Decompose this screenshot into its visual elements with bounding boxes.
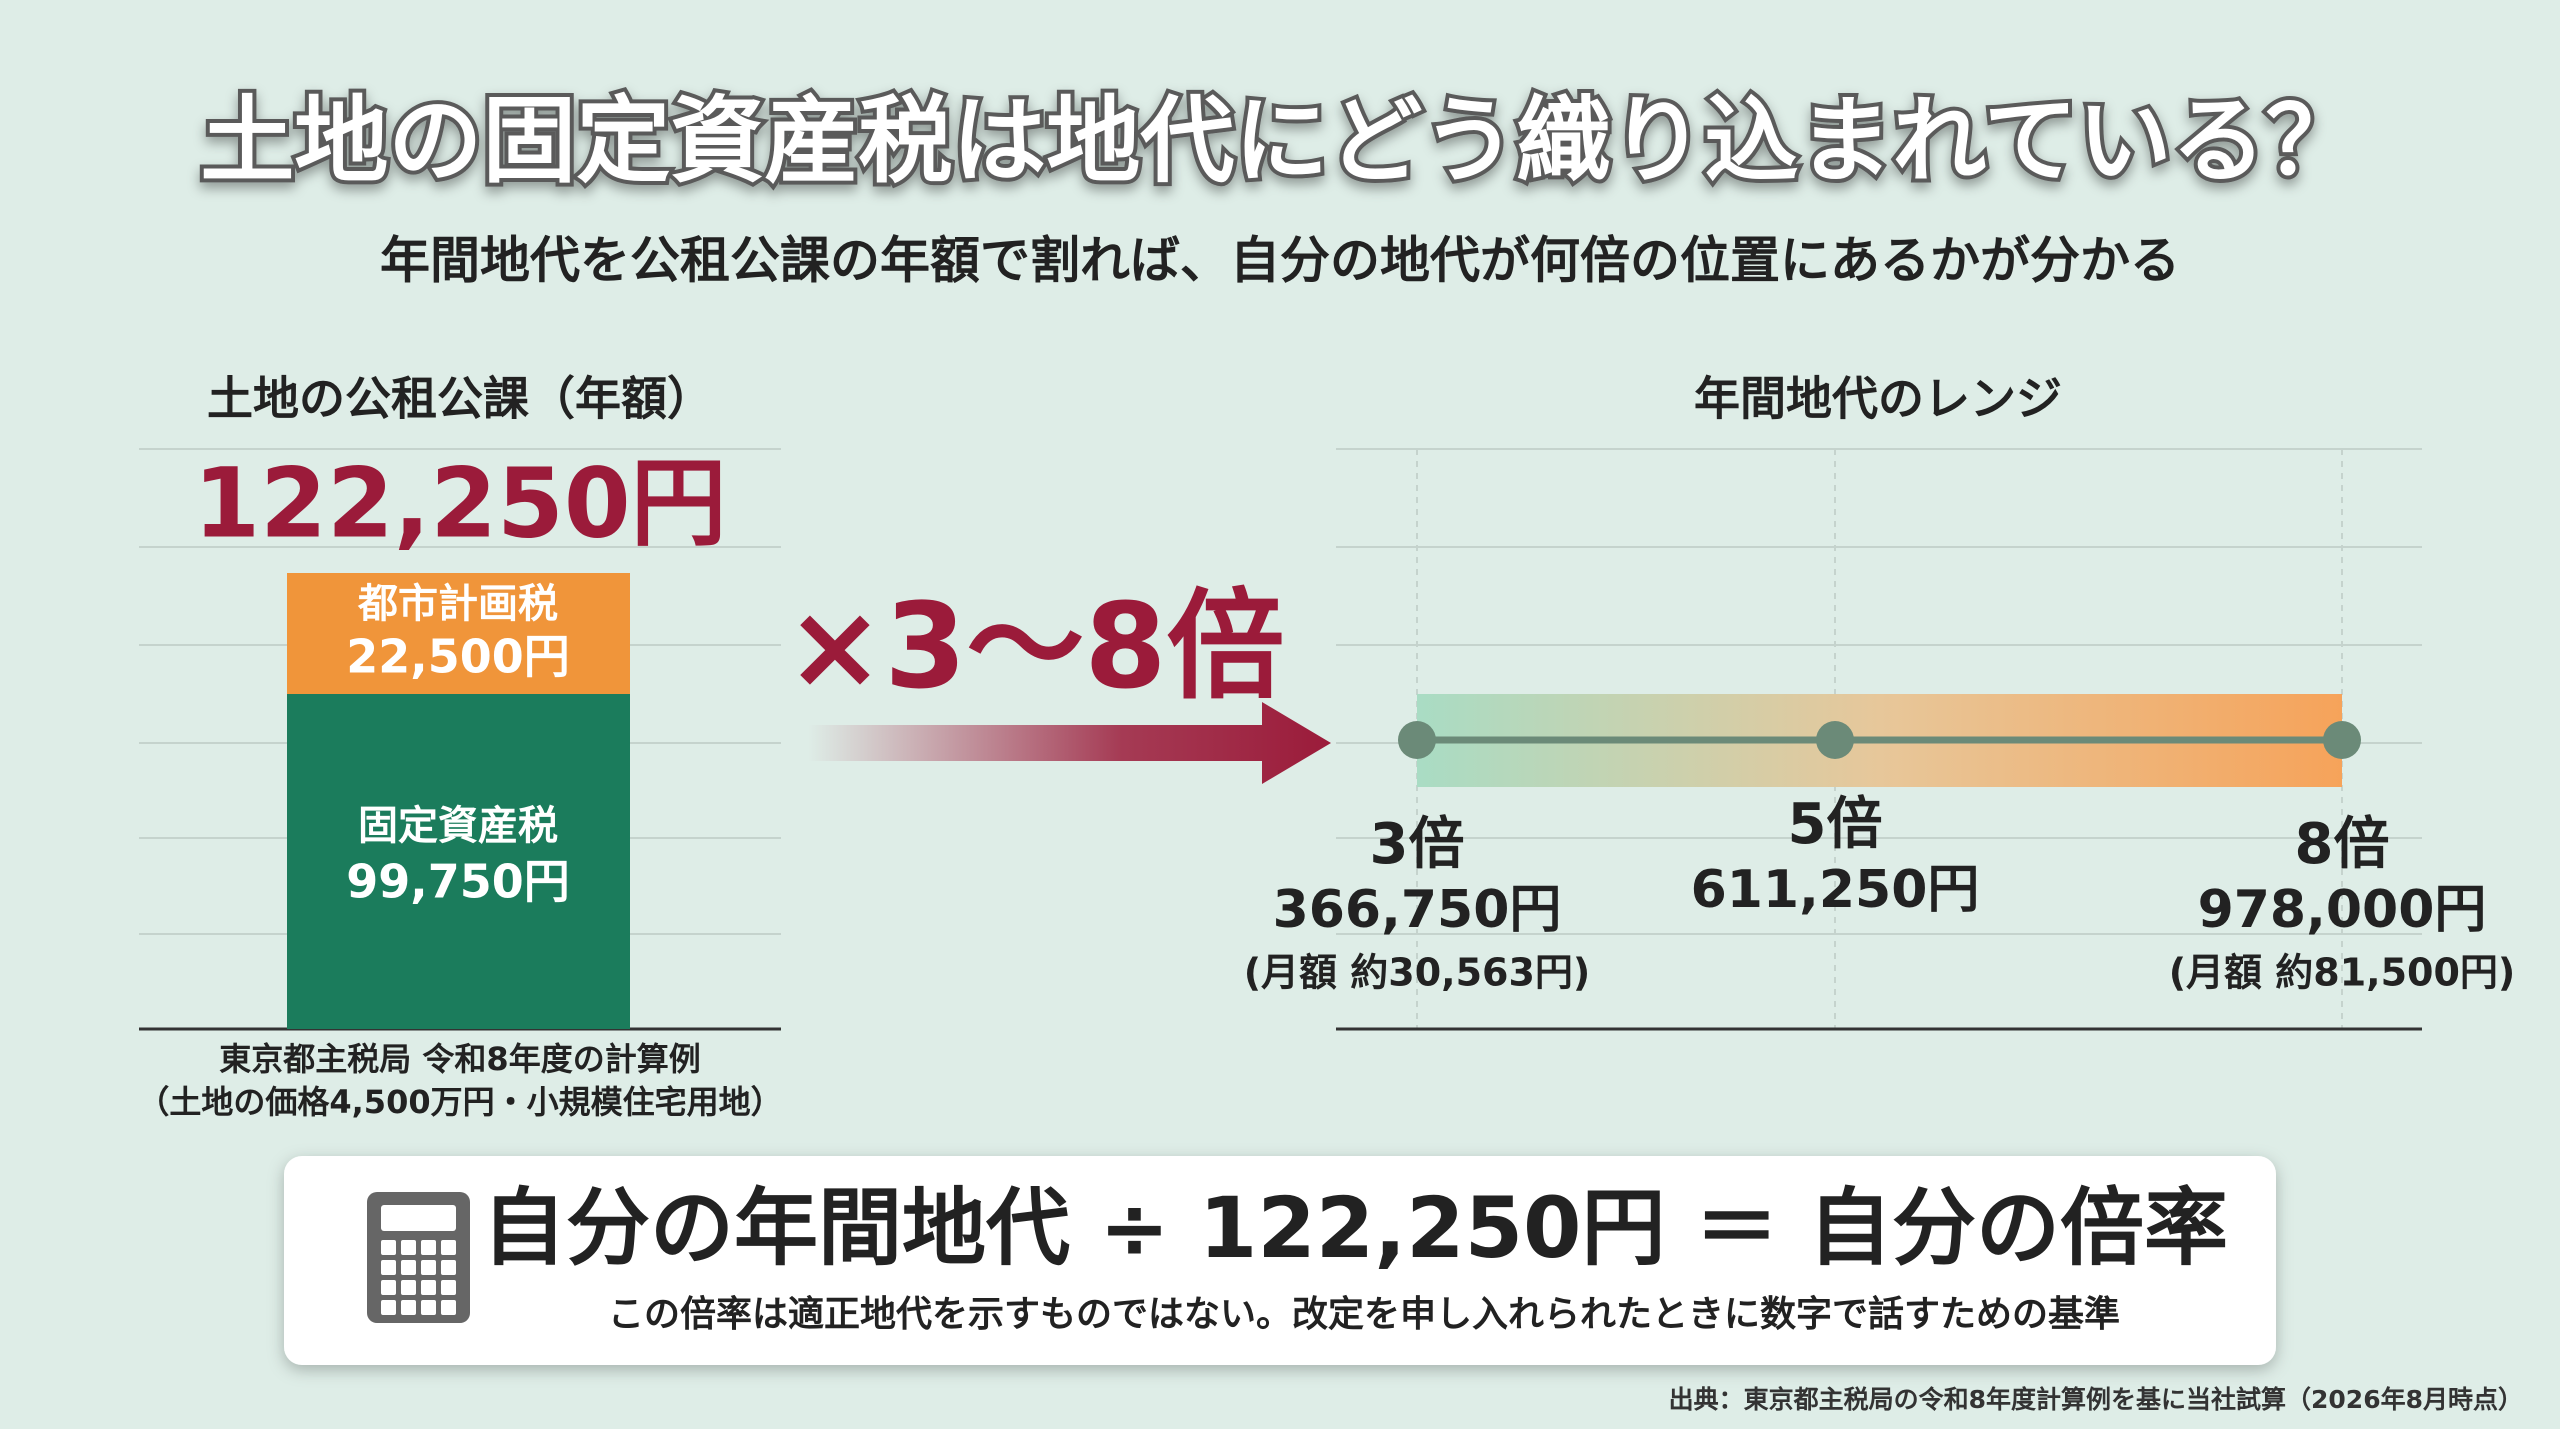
- point-multiple: 3倍: [1370, 812, 1465, 877]
- subtitle: 年間地代を公租公課の年額で割れば、自分の地代が何倍の位置にあるかが分かる: [380, 232, 2180, 290]
- calc-key: [441, 1240, 456, 1255]
- calc-key: [401, 1280, 416, 1295]
- segment-city-tax: [287, 573, 630, 694]
- calc-key: [401, 1240, 416, 1255]
- segment-property-tax: [287, 694, 630, 1029]
- segment-name: 固定資産税: [358, 803, 558, 849]
- formula: 自分の年間地代 ÷ 122,250円 ＝ 自分の倍率: [482, 1179, 2228, 1277]
- calc-key: [441, 1260, 456, 1275]
- calc-key: [381, 1280, 396, 1295]
- calc-key: [381, 1240, 396, 1255]
- total: 122,250円: [193, 447, 726, 559]
- calc-key: [421, 1280, 436, 1295]
- point-multiple: 5倍: [1788, 792, 1883, 857]
- point-monthly: (月額 約30,563円): [1244, 951, 1591, 995]
- multiplier: ×3〜8倍: [785, 577, 1284, 715]
- point-multiple: 8倍: [2295, 812, 2390, 877]
- point-amount: 611,250円: [1691, 860, 1980, 920]
- point-amount: 978,000円: [2198, 880, 2487, 940]
- formula-box: [284, 1156, 2276, 1365]
- caption: （土地の価格4,500万円・小規模住宅用地）: [137, 1083, 782, 1121]
- source: 出典：東京都主税局の令和8年度計算例を基に当社試算（2026年8月時点）: [1669, 1385, 2523, 1414]
- left-heading: 土地の公租公課（年額）: [207, 372, 713, 426]
- segment-name: 都市計画税: [357, 581, 558, 627]
- calc-key: [421, 1300, 436, 1315]
- caption: 東京都主税局 令和8年度の計算例: [219, 1040, 700, 1078]
- calc-key: [381, 1260, 396, 1275]
- segment-amount: 22,500円: [346, 630, 570, 684]
- range-dot: [1816, 721, 1854, 759]
- calc-key: [401, 1260, 416, 1275]
- calc-key: [401, 1300, 416, 1315]
- calculator-icon: [367, 1192, 470, 1323]
- calc-key: [381, 1300, 396, 1315]
- calc-key: [441, 1300, 456, 1315]
- formula-note: この倍率は適正地代を示すものではない。改定を申し入れられたときに数字で話すための…: [608, 1294, 2120, 1335]
- segment-amount: 99,750円: [346, 855, 570, 909]
- range-dot: [1398, 721, 1436, 759]
- arrow: [808, 702, 1331, 784]
- point-amount: 366,750円: [1273, 880, 1562, 940]
- calc-key: [421, 1260, 436, 1275]
- right-heading: 年間地代のレンジ: [1694, 372, 2062, 426]
- point-monthly: (月額 約81,500円): [2169, 951, 2516, 995]
- calc-key: [441, 1280, 456, 1295]
- range-dot: [2323, 721, 2361, 759]
- title: 土地の固定資産税は地代にどう織り込まれている？: [200, 87, 2359, 196]
- calc-key: [421, 1240, 436, 1255]
